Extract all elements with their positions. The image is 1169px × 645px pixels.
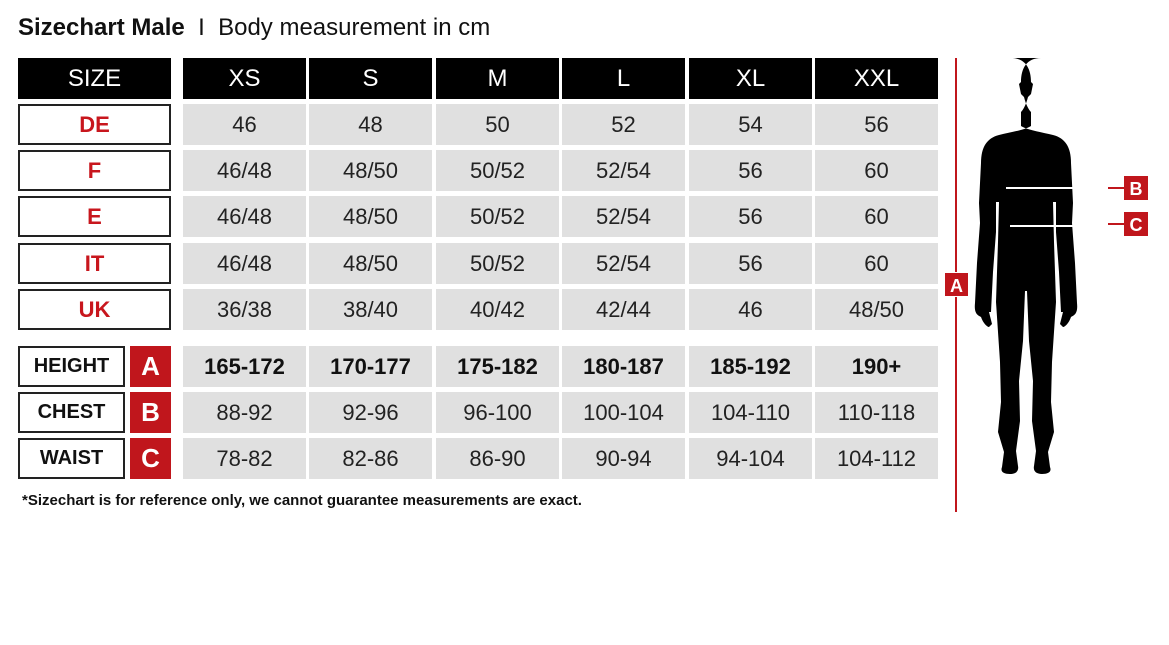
measurement-label-waist: WAIST bbox=[18, 438, 125, 479]
table-cell: 180-187 bbox=[562, 346, 685, 387]
height-marker: A bbox=[950, 276, 963, 296]
table-cell: 88-92 bbox=[183, 392, 306, 433]
measurement-letter-a: A bbox=[130, 346, 171, 387]
size-header-xs: XS bbox=[183, 58, 306, 99]
region-label-de: DE bbox=[18, 104, 171, 145]
table-cell: 48/50 bbox=[815, 289, 938, 330]
waist-marker-box bbox=[1124, 212, 1148, 236]
table-cell: 190+ bbox=[815, 346, 938, 387]
table-cell: 110-118 bbox=[815, 392, 938, 433]
table-cell: 96-100 bbox=[436, 392, 559, 433]
chest-marker: B bbox=[1130, 179, 1143, 199]
table-cell: 52/54 bbox=[562, 196, 685, 237]
table-cell: 165-172 bbox=[183, 346, 306, 387]
man-silhouette-icon bbox=[974, 58, 1078, 474]
table-cell: 104-110 bbox=[689, 392, 812, 433]
size-header-xl: XL bbox=[689, 58, 812, 99]
table-cell: 46 bbox=[689, 289, 812, 330]
table-cell: 78-82 bbox=[183, 438, 306, 479]
title-subtitle: Body measurement in cm bbox=[218, 14, 491, 41]
table-cell: 52 bbox=[562, 104, 685, 145]
table-cell: 48 bbox=[309, 104, 432, 145]
table-cell: 56 bbox=[815, 104, 938, 145]
size-header-xxl: XXL bbox=[815, 58, 938, 99]
table-cell: 52/54 bbox=[562, 243, 685, 284]
measurement-label-chest: CHEST bbox=[18, 392, 125, 433]
table-cell: 56 bbox=[689, 196, 812, 237]
size-header-m: M bbox=[436, 58, 559, 99]
table-cell: 86-90 bbox=[436, 438, 559, 479]
table-cell: 48/50 bbox=[309, 150, 432, 191]
page-title: Sizechart Male I Body measurement in cm bbox=[18, 14, 490, 42]
measurement-label-height: HEIGHT bbox=[18, 346, 125, 387]
region-label-f: F bbox=[18, 150, 171, 191]
region-label-e: E bbox=[18, 196, 171, 237]
size-header-label: SIZE bbox=[18, 58, 171, 99]
table-cell: 50/52 bbox=[436, 150, 559, 191]
table-cell: 48/50 bbox=[309, 243, 432, 284]
region-label-uk: UK bbox=[18, 289, 171, 330]
size-header-l: L bbox=[562, 58, 685, 99]
table-cell: 56 bbox=[689, 243, 812, 284]
table-cell: 104-112 bbox=[815, 438, 938, 479]
table-cell: 46/48 bbox=[183, 150, 306, 191]
table-cell: 46/48 bbox=[183, 196, 306, 237]
waist-marker: C bbox=[1130, 215, 1143, 235]
table-cell: 48/50 bbox=[309, 196, 432, 237]
table-cell: 60 bbox=[815, 150, 938, 191]
table-cell: 60 bbox=[815, 196, 938, 237]
size-header-s: S bbox=[309, 58, 432, 99]
table-cell: 46 bbox=[183, 104, 306, 145]
table-cell: 46/48 bbox=[183, 243, 306, 284]
table-cell: 50 bbox=[436, 104, 559, 145]
title-separator: I bbox=[198, 14, 205, 41]
title-bold: Sizechart Male bbox=[18, 14, 185, 41]
table-cell: 92-96 bbox=[309, 392, 432, 433]
table-cell: 170-177 bbox=[309, 346, 432, 387]
measurement-letter-c: C bbox=[130, 438, 171, 479]
table-cell: 36/38 bbox=[183, 289, 306, 330]
table-cell: 100-104 bbox=[562, 392, 685, 433]
chest-marker-box bbox=[1124, 176, 1148, 200]
table-cell: 175-182 bbox=[436, 346, 559, 387]
table-cell: 50/52 bbox=[436, 196, 559, 237]
table-cell: 38/40 bbox=[309, 289, 432, 330]
table-cell: 90-94 bbox=[562, 438, 685, 479]
table-cell: 52/54 bbox=[562, 150, 685, 191]
table-cell: 50/52 bbox=[436, 243, 559, 284]
height-marker-box bbox=[945, 273, 968, 296]
footnote: *Sizechart is for reference only, we can… bbox=[22, 492, 582, 509]
measurement-letter-b: B bbox=[130, 392, 171, 433]
table-cell: 42/44 bbox=[562, 289, 685, 330]
table-cell: 82-86 bbox=[309, 438, 432, 479]
table-cell: 40/42 bbox=[436, 289, 559, 330]
table-cell: 185-192 bbox=[689, 346, 812, 387]
table-cell: 54 bbox=[689, 104, 812, 145]
table-cell: 56 bbox=[689, 150, 812, 191]
table-cell: 94-104 bbox=[689, 438, 812, 479]
table-cell: 60 bbox=[815, 243, 938, 284]
region-label-it: IT bbox=[18, 243, 171, 284]
